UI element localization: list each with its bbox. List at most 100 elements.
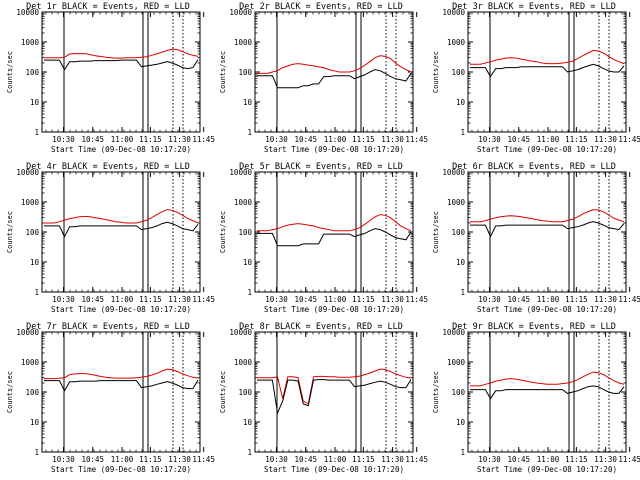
y-tick-label: 1000 [234,38,253,47]
x-tick-label: 11:30 [594,295,617,304]
lld-series-line [470,209,625,223]
x-axis-label: Start Time (09-Dec-08 10:17:20) [477,305,617,314]
y-tick-label: 1000 [21,198,40,207]
x-tick-label: 10:30 [265,135,288,144]
y-tick-label: 10 [243,418,253,427]
x-tick-label: 11:45 [405,135,428,144]
plot-frame [467,331,627,453]
lld-series-line [257,368,412,405]
chart-title: Det 2r BLACK = Events, RED = LLD [239,2,403,12]
y-tick-label: 100 [238,228,252,237]
x-tick-label: 11:15 [565,135,588,144]
x-tick-label: 11:00 [324,135,347,144]
events-series-line [470,385,625,400]
detector-plot-svg: Det 1r BLACK = Events, RED = LLD 1 10 100 10… [6,2,215,154]
x-tick-label: 11:30 [594,135,617,144]
detector-panel-4: Det 4r BLACK = Events, RED = LLD 1 10 100 10… [0,160,215,320]
y-tick-label: 1 [460,448,465,457]
x-tick-label: 11:15 [139,295,162,304]
x-axis-label: Start Time (09-Dec-08 10:17:20) [264,465,404,474]
chart-title: Det 9r BLACK = Events, RED = LLD [452,322,616,332]
detector-plot-svg: Det 5r BLACK = Events, RED = LLD 1 10 100 10… [219,162,428,314]
x-axis-label: Start Time (09-Dec-08 10:17:20) [51,305,191,314]
y-axis-label: Counts/sec [432,371,440,413]
y-axis-label: Counts/sec [432,211,440,253]
y-tick-label: 10 [456,418,466,427]
x-tick-label: 10:45 [507,295,530,304]
detector-panel-3: Det 3r BLACK = Events, RED = LLD 1 10 100 10… [426,0,640,160]
plot-frame [41,171,201,293]
lld-series-line [257,214,412,232]
x-axis-label: Start Time (09-Dec-08 10:17:20) [264,145,404,154]
detector-plot-svg: Det 6r BLACK = Events, RED = LLD 1 10 100 10… [432,162,640,314]
events-series-line [44,59,199,71]
plot-frame [41,331,201,453]
detector-plot-svg: Det 2r BLACK = Events, RED = LLD 1 10 100 10… [219,2,428,154]
lld-series-line [257,55,412,74]
x-tick-label: 11:45 [618,455,640,464]
x-tick-label: 10:30 [265,455,288,464]
x-tick-label: 10:30 [478,295,501,304]
y-tick-label: 100 [451,228,465,237]
x-tick-label: 11:00 [537,135,560,144]
x-tick-label: 10:45 [81,455,104,464]
lld-series-line [470,371,625,387]
plot-frame [254,11,414,133]
detector-plot-svg: Det 4r BLACK = Events, RED = LLD 1 10 100 10… [6,162,215,314]
y-tick-label: 10000 [229,328,252,337]
y-tick-label: 100 [238,68,252,77]
x-tick-label: 11:30 [594,455,617,464]
chart-title: Det 1r BLACK = Events, RED = LLD [26,2,190,12]
y-tick-label: 10 [30,418,40,427]
x-tick-label: 11:15 [352,455,375,464]
y-tick-label: 10000 [442,168,465,177]
x-tick-label: 11:30 [168,455,191,464]
events-series-line [257,69,412,89]
x-tick-label: 11:00 [111,455,134,464]
y-axis-label: Counts/sec [6,371,14,413]
chart-title: Det 7r BLACK = Events, RED = LLD [26,322,190,332]
x-axis-label: Start Time (09-Dec-08 10:17:20) [51,145,191,154]
y-axis-label: Counts/sec [219,371,227,413]
lld-series-line [470,49,625,65]
detector-panel-6: Det 6r BLACK = Events, RED = LLD 1 10 100 10… [426,160,640,320]
x-axis-label: Start Time (09-Dec-08 10:17:20) [477,145,617,154]
x-tick-label: 11:15 [139,455,162,464]
y-tick-label: 100 [25,228,39,237]
detector-panel-8: Det 8r BLACK = Events, RED = LLD 1 10 100 10… [213,320,428,480]
y-tick-label: 1000 [447,38,466,47]
y-tick-label: 10000 [229,168,252,177]
x-tick-label: 11:15 [139,135,162,144]
x-tick-label: 10:45 [294,135,317,144]
y-tick-label: 1 [34,288,39,297]
y-tick-label: 1 [247,128,252,137]
y-tick-label: 10000 [16,328,39,337]
y-tick-label: 1000 [447,358,466,367]
y-tick-label: 100 [25,388,39,397]
y-tick-label: 1000 [21,358,40,367]
y-tick-label: 1000 [234,358,253,367]
x-tick-label: 10:30 [265,295,288,304]
events-series-line [257,228,412,247]
x-tick-label: 11:30 [168,135,191,144]
y-tick-label: 10 [456,98,466,107]
lld-series-line [44,48,199,59]
detector-panel-7: Det 7r BLACK = Events, RED = LLD 1 10 100 10… [0,320,215,480]
detector-plot-svg: Det 9r BLACK = Events, RED = LLD 1 10 100 10… [432,322,640,474]
y-tick-label: 10000 [442,8,465,17]
y-tick-label: 10 [243,98,253,107]
chart-title: Det 5r BLACK = Events, RED = LLD [239,162,403,172]
x-tick-label: 11:45 [618,295,640,304]
x-tick-label: 10:45 [507,455,530,464]
x-tick-label: 11:15 [352,135,375,144]
x-tick-label: 11:00 [537,455,560,464]
y-tick-label: 10000 [229,8,252,17]
x-tick-label: 11:00 [324,295,347,304]
chart-title: Det 6r BLACK = Events, RED = LLD [452,162,616,172]
y-tick-label: 10000 [16,168,39,177]
x-tick-label: 11:45 [405,295,428,304]
x-tick-label: 10:30 [478,135,501,144]
y-tick-label: 1000 [234,198,253,207]
y-tick-label: 100 [25,68,39,77]
x-tick-label: 11:15 [352,295,375,304]
